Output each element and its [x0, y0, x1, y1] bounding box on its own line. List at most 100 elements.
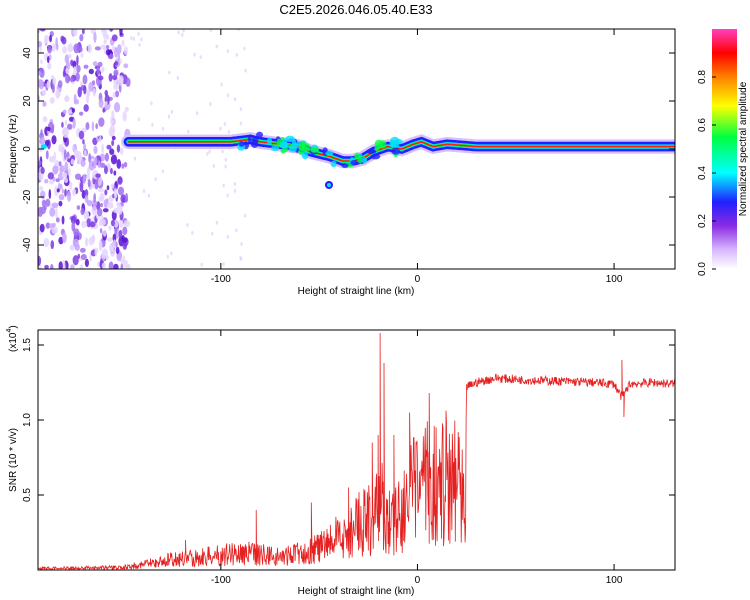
noise-blob	[94, 46, 101, 51]
noise-blob	[46, 126, 51, 132]
noise-blob	[170, 251, 173, 256]
noise-blob	[199, 55, 202, 60]
noise-blob	[120, 263, 124, 269]
noise-blob	[123, 63, 129, 69]
noise-blob	[106, 144, 112, 150]
noise-blob	[108, 261, 114, 269]
ridge-blob	[301, 151, 309, 160]
noise-blob	[76, 54, 79, 66]
noise-blob	[182, 29, 185, 33]
noise-blob	[239, 121, 243, 126]
noise-blob	[64, 73, 71, 84]
noise-blob	[120, 259, 127, 265]
noise-blob	[73, 29, 78, 37]
noise-blob	[121, 237, 128, 243]
noise-blob	[176, 75, 180, 80]
x-tick-label: 0	[415, 575, 421, 586]
noise-blob	[88, 68, 95, 75]
colorbar-gradient	[712, 29, 737, 269]
noise-blob	[95, 173, 101, 178]
noise-blob	[116, 44, 122, 54]
noise-blob	[81, 220, 88, 228]
noise-blob	[187, 129, 190, 134]
noise-blob	[68, 54, 72, 59]
y-tick-label: 40	[22, 47, 33, 59]
noise-blob	[120, 146, 124, 156]
noise-blob	[82, 139, 85, 145]
ridge-blob	[350, 160, 359, 166]
noise-blob	[226, 235, 229, 240]
noise-blob	[206, 151, 209, 156]
noise-blob	[67, 43, 74, 53]
noise-blob	[124, 192, 129, 203]
x-tick-label: -100	[211, 575, 231, 586]
noise-blob	[239, 255, 242, 260]
noise-blob	[116, 159, 122, 169]
noise-blob	[99, 135, 102, 143]
ridge-blob	[279, 143, 289, 149]
snr-frame	[37, 329, 676, 571]
spectrogram-x-label: Height of straight line (km)	[298, 286, 415, 297]
noise-blob	[76, 205, 81, 210]
noise-blob	[200, 262, 203, 267]
noise-blob	[52, 165, 59, 175]
ridge-blob	[270, 145, 280, 152]
noise-blob	[208, 149, 211, 154]
noise-blob	[224, 157, 228, 162]
noise-blob	[71, 145, 75, 150]
noise-blob	[84, 149, 87, 157]
noise-blob	[109, 167, 113, 175]
noise-blob	[108, 127, 115, 137]
noise-blob	[147, 193, 151, 198]
noise-blob	[67, 167, 71, 176]
noise-blob	[92, 200, 98, 208]
noise-blob	[122, 226, 128, 236]
noise-blob	[123, 161, 128, 168]
noise-blob	[87, 43, 92, 54]
noise-blob	[235, 228, 238, 233]
noise-blob	[39, 190, 46, 200]
noise-blob	[83, 142, 87, 151]
noise-blob	[79, 181, 84, 193]
noise-blob	[43, 238, 50, 248]
noise-blob	[49, 207, 56, 217]
ridge-blob	[247, 134, 252, 143]
noise-blob	[151, 122, 154, 127]
noise-blob	[123, 220, 131, 228]
noise-blob	[75, 72, 80, 82]
noise-blob	[79, 47, 83, 53]
noise-blob	[84, 258, 89, 268]
noise-blob	[110, 219, 115, 227]
noise-blob	[76, 64, 81, 73]
noise-blob	[98, 240, 103, 252]
noise-blob	[41, 89, 47, 96]
noise-blob	[72, 238, 79, 248]
spectrogram-noise-region	[38, 29, 247, 269]
noise-blob	[106, 198, 109, 204]
noise-blob	[80, 159, 86, 167]
noise-blob	[50, 43, 56, 52]
noise-blob	[55, 217, 60, 223]
noise-blob	[99, 162, 106, 168]
noise-blob	[45, 150, 49, 160]
noise-blob	[47, 62, 52, 70]
noise-blob	[104, 152, 109, 162]
noise-blob	[52, 77, 57, 86]
noise-blob	[97, 261, 100, 268]
noise-blob	[41, 199, 46, 208]
noise-blob	[44, 264, 49, 269]
noise-blob	[73, 148, 79, 158]
noise-blob	[55, 178, 60, 183]
noise-blob	[58, 161, 62, 167]
noise-blob	[58, 193, 65, 201]
noise-blob	[138, 42, 141, 47]
noise-blob	[50, 240, 55, 250]
noise-blob	[73, 66, 77, 76]
noise-blob	[111, 135, 116, 141]
noise-blob	[224, 164, 227, 169]
noise-blob	[63, 149, 67, 161]
noise-blob	[101, 248, 108, 259]
x-tick-label: 100	[606, 575, 623, 586]
snr-y-label: SNR (10 * v/v)	[8, 428, 19, 492]
noise-blob	[142, 189, 146, 194]
